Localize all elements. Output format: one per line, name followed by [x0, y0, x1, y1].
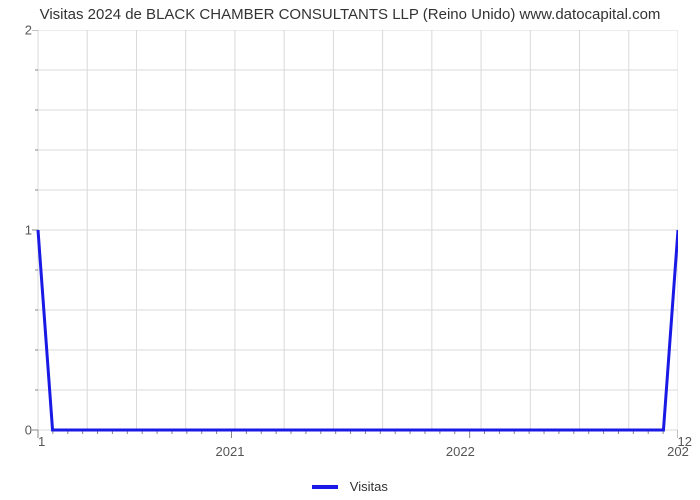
chart-container: Visitas 2024 de BLACK CHAMBER CONSULTANT…	[0, 0, 700, 500]
legend-label: Visitas	[350, 479, 388, 494]
x-axis-start-label: 1	[38, 434, 45, 449]
x-tick-label: 2021	[216, 444, 245, 459]
chart-title: Visitas 2024 de BLACK CHAMBER CONSULTANT…	[0, 0, 700, 23]
plot-area	[38, 30, 678, 430]
y-tick-label: 1	[25, 223, 32, 238]
legend: Visitas	[0, 478, 700, 494]
x-tick-label: 202	[667, 444, 689, 459]
y-tick-label: 0	[25, 423, 32, 438]
legend-swatch	[312, 485, 338, 489]
x-tick-label: 2022	[446, 444, 475, 459]
y-tick-label: 2	[25, 23, 32, 38]
chart-svg	[30, 30, 678, 440]
